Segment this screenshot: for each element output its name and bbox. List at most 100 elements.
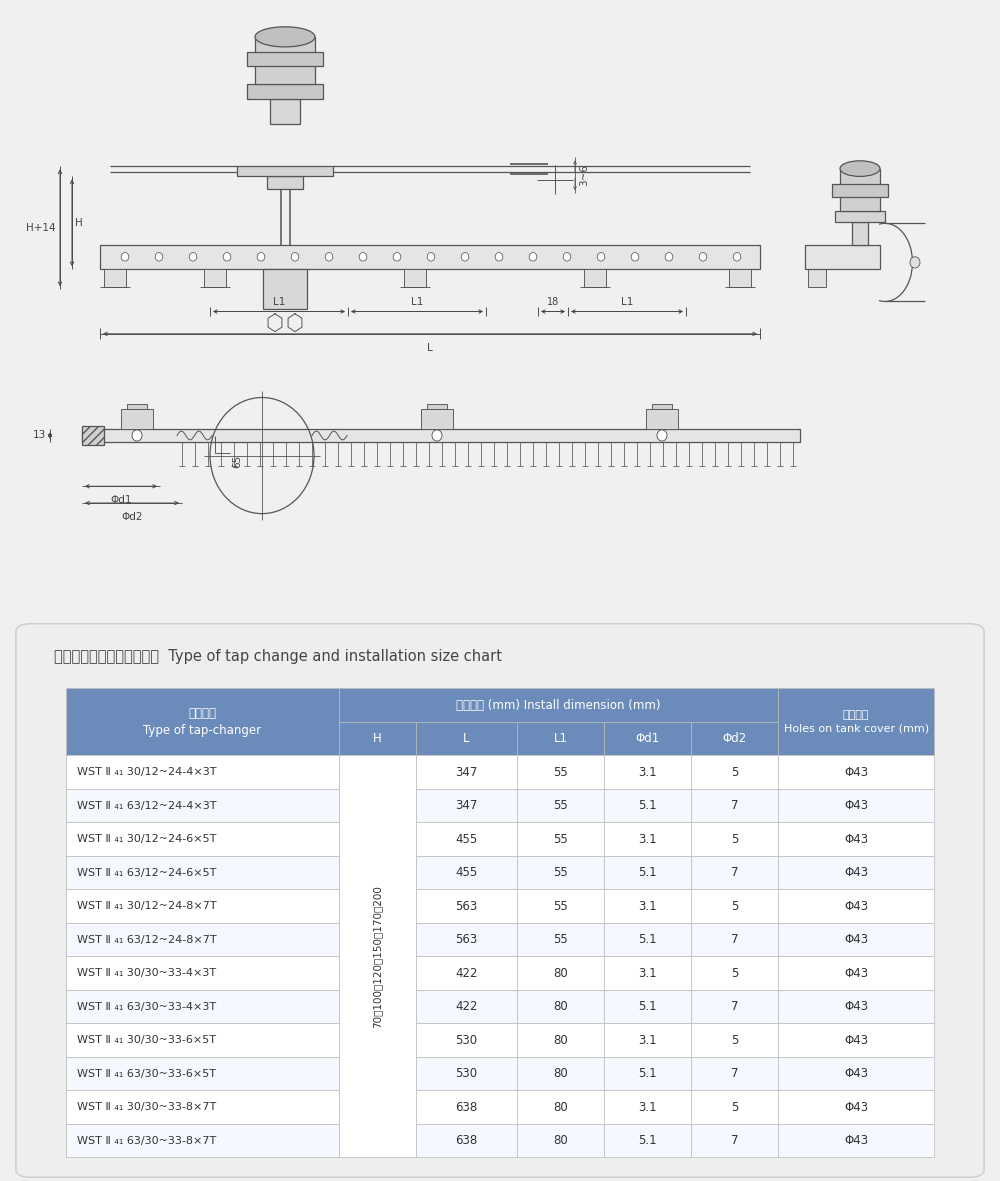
Bar <box>104 269 126 287</box>
Bar <box>82 426 104 445</box>
Bar <box>604 756 691 789</box>
Text: WST Ⅱ ₄₁ 30/30~33-4×3T: WST Ⅱ ₄₁ 30/30~33-4×3T <box>77 968 216 978</box>
Bar <box>584 269 606 287</box>
Bar <box>691 1057 778 1090</box>
Bar <box>66 990 339 1023</box>
Bar <box>646 410 678 430</box>
Bar <box>832 184 888 196</box>
Text: 422: 422 <box>455 966 478 979</box>
Bar <box>416 922 517 957</box>
Text: L1: L1 <box>273 298 285 307</box>
Bar <box>416 722 517 756</box>
Circle shape <box>733 253 741 261</box>
Bar <box>517 856 604 889</box>
Bar <box>691 822 778 856</box>
Text: 5.1: 5.1 <box>638 1000 657 1013</box>
Bar <box>517 1057 604 1090</box>
Bar <box>247 52 323 66</box>
Bar <box>237 167 333 176</box>
Bar <box>778 957 934 990</box>
Bar <box>66 889 339 922</box>
Text: 7: 7 <box>731 1068 738 1081</box>
Ellipse shape <box>255 27 315 47</box>
Bar <box>604 922 691 957</box>
Bar <box>66 990 339 1023</box>
Bar <box>416 856 517 889</box>
Text: WST Ⅱ ₄₁ 63/30~33-8×7T: WST Ⅱ ₄₁ 63/30~33-8×7T <box>203 1136 342 1146</box>
Text: Φ43: Φ43 <box>844 1134 868 1147</box>
Bar <box>517 990 604 1023</box>
Text: WST Ⅱ ₄₁ 63/12~24-6×5T: WST Ⅱ ₄₁ 63/12~24-6×5T <box>77 868 216 877</box>
Bar <box>778 756 934 789</box>
Text: L1: L1 <box>621 298 633 307</box>
Text: 5: 5 <box>731 1033 738 1046</box>
Text: 7: 7 <box>731 866 738 879</box>
Text: WST Ⅱ ₄₁ 63/30~33-4×3T: WST Ⅱ ₄₁ 63/30~33-4×3T <box>77 1001 216 1012</box>
Bar <box>778 789 934 822</box>
Bar <box>517 756 604 789</box>
Bar <box>66 689 339 756</box>
Bar <box>416 889 517 922</box>
Circle shape <box>223 253 231 261</box>
Bar <box>691 756 778 789</box>
Bar <box>66 922 339 957</box>
Bar <box>517 789 604 822</box>
Bar <box>604 1090 691 1124</box>
Text: 65: 65 <box>232 455 242 468</box>
Circle shape <box>563 253 571 261</box>
Bar <box>339 689 778 722</box>
Bar <box>691 957 778 990</box>
Text: WST Ⅱ ₄₁ 63/30~33-4×3T: WST Ⅱ ₄₁ 63/30~33-4×3T <box>203 1001 342 1012</box>
Text: 开关型号
Type of tap-changer: 开关型号 Type of tap-changer <box>143 706 262 737</box>
Bar <box>404 269 426 287</box>
Bar <box>66 957 339 990</box>
Text: 5.1: 5.1 <box>638 866 657 879</box>
Text: Φd1: Φd1 <box>110 495 132 505</box>
Bar <box>339 756 416 1157</box>
Text: 3.1: 3.1 <box>638 966 657 979</box>
Bar <box>66 889 339 922</box>
Text: WST Ⅱ ₄₁ 63/30~33-8×7T: WST Ⅱ ₄₁ 63/30~33-8×7T <box>77 1136 216 1146</box>
Bar <box>66 789 339 822</box>
Text: Φ43: Φ43 <box>844 833 868 846</box>
Circle shape <box>461 253 469 261</box>
Text: 55: 55 <box>553 900 568 913</box>
Circle shape <box>189 253 197 261</box>
Text: L1: L1 <box>411 298 423 307</box>
Text: WST Ⅱ ₄₁ 63/30~33-6×5T: WST Ⅱ ₄₁ 63/30~33-6×5T <box>203 1069 342 1078</box>
Text: WST Ⅱ ₄₁ 30/30~33-8×7T: WST Ⅱ ₄₁ 30/30~33-8×7T <box>77 1102 216 1113</box>
Bar <box>255 37 315 84</box>
Text: WST Ⅱ ₄₁ 63/30~33-6×5T: WST Ⅱ ₄₁ 63/30~33-6×5T <box>77 1069 216 1078</box>
Bar <box>416 957 517 990</box>
Circle shape <box>291 253 299 261</box>
Bar <box>517 822 604 856</box>
Text: 80: 80 <box>553 1033 568 1046</box>
Text: 55: 55 <box>553 833 568 846</box>
Bar <box>840 169 880 211</box>
Text: Φ43: Φ43 <box>844 900 868 913</box>
Circle shape <box>529 253 537 261</box>
Bar <box>339 722 416 756</box>
Bar <box>66 1023 339 1057</box>
Circle shape <box>121 253 129 261</box>
Text: 638: 638 <box>455 1101 478 1114</box>
Bar <box>778 990 934 1023</box>
Bar <box>66 856 339 889</box>
Bar <box>778 922 934 957</box>
Circle shape <box>665 253 673 261</box>
Bar <box>517 1023 604 1057</box>
Text: WST Ⅱ ₄₁ 63/12~24-8×7T: WST Ⅱ ₄₁ 63/12~24-8×7T <box>77 934 217 945</box>
Bar <box>778 1057 934 1090</box>
Bar <box>691 856 778 889</box>
Circle shape <box>597 253 605 261</box>
Text: 455: 455 <box>455 866 478 879</box>
Text: 5.1: 5.1 <box>638 933 657 946</box>
Text: WST Ⅱ ₄₁ 63/12~24-8×7T: WST Ⅱ ₄₁ 63/12~24-8×7T <box>203 934 342 945</box>
Bar <box>66 1124 339 1157</box>
Text: 80: 80 <box>553 1068 568 1081</box>
Text: Φ43: Φ43 <box>844 800 868 813</box>
Bar <box>604 889 691 922</box>
Bar <box>66 957 339 990</box>
Text: 55: 55 <box>553 800 568 813</box>
Text: Φ43: Φ43 <box>844 1101 868 1114</box>
